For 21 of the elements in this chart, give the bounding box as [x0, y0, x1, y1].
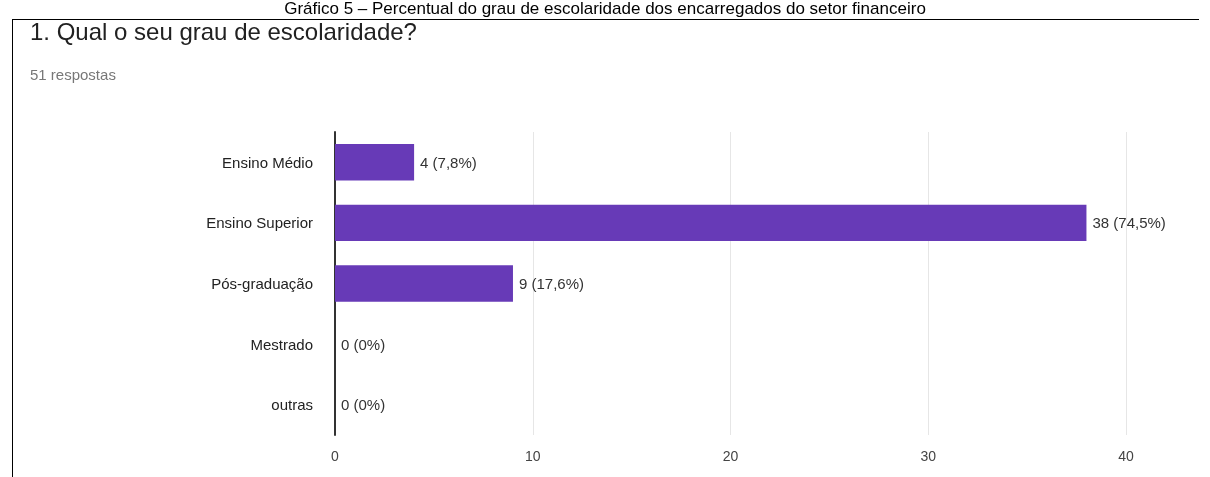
x-tick-label: 10 — [524, 448, 541, 464]
y-tick-label: outras — [271, 396, 313, 414]
x-tick-label: 30 — [920, 448, 937, 464]
x-tick-label: 0 — [331, 448, 340, 464]
bar — [335, 144, 415, 181]
text: Gráfico 5 – Percentual do grau de escolaridade dos encarregados do setor financeiro — [283, 0, 927, 18]
x-tick-label: 20 — [722, 448, 739, 464]
chart-title: 1. Qual o seu grau de escolaridade? — [30, 18, 417, 46]
y-tick-label: Pós-graduação — [211, 275, 313, 292]
data-label: 38 (74,5%) — [1092, 214, 1166, 232]
y-tick-label: Mestrado — [250, 335, 313, 353]
data-label: 0 (0%) — [341, 396, 386, 414]
text: 51 respostas — [30, 66, 116, 83]
x-tick-label: 40 — [1118, 448, 1134, 464]
data-label: 4 (7,8%) — [420, 153, 477, 171]
y-tick-label: Ensino Médio — [222, 153, 313, 171]
bar — [335, 265, 513, 302]
data-label: 9 (17,6%) — [518, 275, 585, 292]
bar — [335, 204, 1087, 242]
data-label: 0 (0%) — [341, 335, 386, 353]
y-tick-label: Ensino Superior — [206, 214, 313, 232]
